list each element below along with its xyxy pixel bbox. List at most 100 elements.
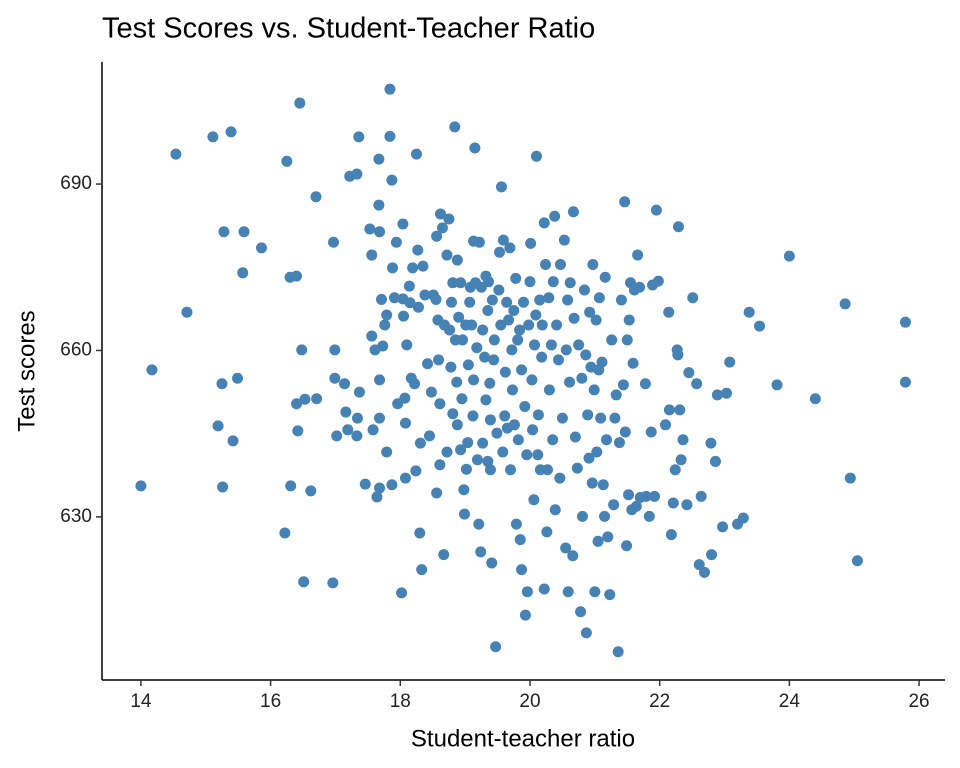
- point: [672, 221, 684, 233]
- point: [430, 293, 442, 305]
- point: [388, 292, 400, 304]
- point: [669, 464, 681, 476]
- point: [558, 234, 570, 246]
- point: [584, 306, 596, 318]
- point: [310, 191, 322, 203]
- point: [494, 246, 506, 258]
- point: [540, 258, 552, 270]
- point: [551, 319, 563, 331]
- point: [473, 518, 485, 530]
- point: [587, 258, 599, 270]
- point: [639, 378, 651, 390]
- point: [416, 564, 428, 576]
- point: [298, 576, 310, 588]
- point: [135, 480, 147, 492]
- point: [851, 555, 863, 567]
- point: [305, 485, 317, 497]
- point: [510, 272, 522, 284]
- point: [207, 131, 219, 143]
- point: [575, 606, 587, 618]
- point: [217, 481, 229, 493]
- point: [543, 384, 555, 396]
- point: [374, 374, 386, 386]
- point: [484, 464, 496, 476]
- point: [516, 364, 528, 376]
- point: [331, 430, 343, 442]
- point: [608, 499, 620, 511]
- point: [455, 444, 467, 456]
- point: [495, 319, 507, 331]
- point: [504, 242, 516, 254]
- point: [462, 359, 474, 371]
- point: [571, 462, 583, 474]
- point: [899, 316, 911, 328]
- point: [709, 455, 721, 467]
- point: [482, 305, 494, 317]
- point: [410, 465, 422, 477]
- point: [447, 408, 459, 420]
- point: [364, 223, 376, 235]
- point: [503, 314, 515, 326]
- point: [536, 319, 548, 331]
- point: [451, 254, 463, 266]
- point: [339, 378, 351, 390]
- point: [514, 324, 526, 336]
- point: [783, 250, 795, 262]
- point: [482, 455, 494, 467]
- point: [457, 334, 469, 346]
- point: [839, 298, 851, 310]
- point: [541, 464, 553, 476]
- point: [386, 174, 398, 186]
- point: [423, 430, 435, 442]
- point: [562, 294, 574, 306]
- point: [541, 526, 553, 538]
- point: [604, 589, 616, 601]
- point: [366, 249, 378, 261]
- point: [375, 293, 387, 305]
- point: [691, 378, 703, 390]
- point: [451, 376, 463, 388]
- point: [623, 314, 635, 326]
- point: [422, 358, 434, 370]
- point: [665, 529, 677, 541]
- point: [693, 559, 705, 571]
- point: [564, 277, 576, 289]
- point: [488, 334, 500, 346]
- point: [595, 412, 607, 424]
- point: [181, 306, 193, 318]
- point: [340, 406, 352, 418]
- point: [377, 340, 389, 352]
- point: [458, 508, 470, 520]
- point: [292, 425, 304, 437]
- point: [582, 409, 594, 421]
- point: [327, 577, 339, 589]
- point: [567, 206, 579, 218]
- point: [578, 284, 590, 296]
- point: [650, 204, 662, 216]
- point: [488, 354, 500, 366]
- point: [601, 434, 613, 446]
- point: [379, 319, 391, 331]
- point: [706, 549, 718, 561]
- point: [506, 384, 518, 396]
- point: [499, 410, 511, 422]
- point: [619, 196, 631, 208]
- point: [387, 262, 399, 274]
- point: [453, 311, 465, 323]
- point: [526, 374, 538, 386]
- point: [562, 586, 574, 598]
- point: [648, 490, 660, 502]
- point: [374, 412, 386, 424]
- point: [359, 478, 371, 490]
- point: [497, 446, 509, 458]
- point: [672, 349, 684, 361]
- point: [390, 236, 402, 248]
- point: [458, 484, 470, 496]
- point: [809, 393, 821, 405]
- point: [505, 464, 517, 476]
- point: [580, 627, 592, 639]
- point: [477, 437, 489, 449]
- chart-title: Test Scores vs. Student-Teacher Ratio: [102, 13, 595, 45]
- point: [294, 97, 306, 109]
- point: [645, 426, 657, 438]
